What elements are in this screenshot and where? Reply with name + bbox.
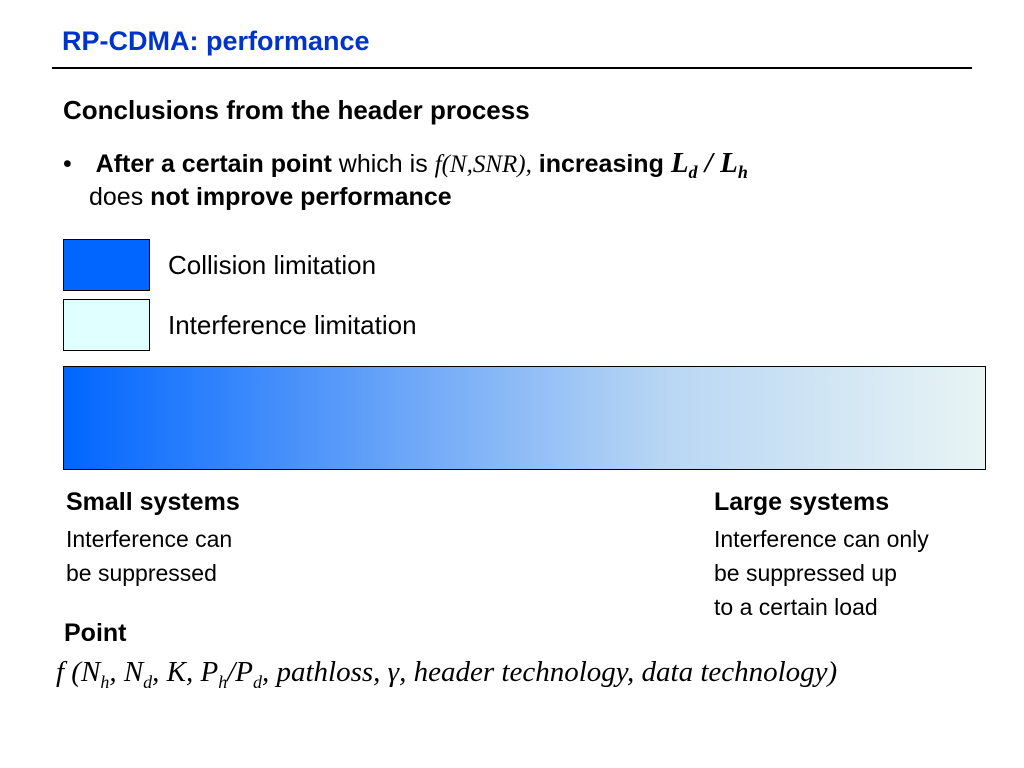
formula-sub-d: d (143, 671, 153, 692)
legend-label-interference: Interference limitation (168, 310, 417, 340)
formula-part-f: f (N (56, 656, 101, 688)
formula-part-rest: , pathloss, γ, header technology, data t… (262, 656, 838, 688)
ratio-sub1: d (688, 162, 698, 182)
formula-part-nd: , N (109, 656, 144, 688)
limitation-gradient-bar (63, 366, 986, 470)
legend-swatch-collision (63, 239, 150, 291)
large-systems-line-1: Interference can only (714, 526, 929, 552)
point-label: Point (64, 619, 127, 647)
small-systems-line-2: be suppressed (66, 560, 217, 586)
ratio-sub2: h (737, 162, 748, 182)
small-systems-line-1: Interference can (66, 526, 233, 552)
formula-part-pd: /P (227, 656, 253, 688)
point-formula: f (Nh, Nd, K, Ph/Pd, pathloss, γ, header… (56, 656, 837, 693)
legend-swatch-interference (63, 299, 150, 351)
large-systems-line-3: to a certain load (714, 594, 878, 620)
formula-sub-h: h (100, 671, 110, 692)
ratio-slash: / (697, 147, 721, 179)
ratio-l1: L (670, 147, 689, 179)
bullet-text-bold: After a certain point (95, 150, 332, 178)
title-divider (52, 67, 972, 69)
section-heading: Conclusions from the header process (63, 95, 530, 125)
large-systems-line-2: be suppressed up (714, 560, 897, 586)
bullet-line-2: does not improve performance (89, 182, 452, 212)
formula-part-kp: , K, P (152, 656, 219, 688)
formula-sub-h2: h (218, 671, 228, 692)
bullet-text-not-improve: not improve performance (150, 183, 452, 211)
ratio-l2: L (720, 147, 738, 179)
bullet-marker: • (63, 150, 72, 178)
bullet-line-1: • After a certain point which is f(N,SNR… (63, 146, 748, 184)
slide-title: RP-CDMA: performance (62, 26, 370, 56)
bullet-text: which is (331, 150, 435, 178)
formula-sub-d2: d (253, 671, 262, 692)
bullet-increasing: increasing (531, 150, 671, 178)
large-systems-title: Large systems (714, 488, 890, 516)
small-systems-title: Small systems (66, 488, 240, 516)
bullet-function: f(N,SNR), (434, 151, 532, 178)
legend-label-collision: Collision limitation (168, 250, 377, 280)
bullet-text-does: does (89, 183, 151, 211)
